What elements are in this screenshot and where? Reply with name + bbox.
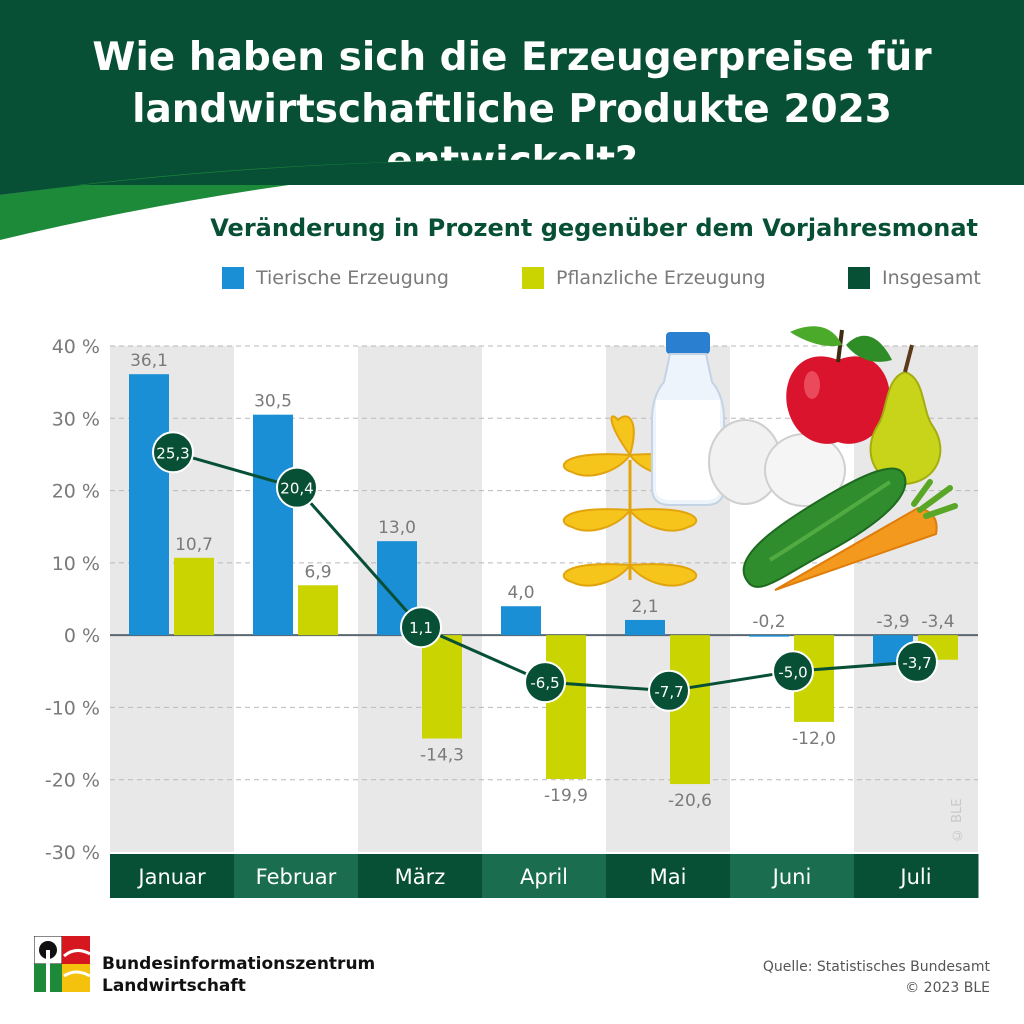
bar-tierische — [749, 635, 789, 637]
bar-pflanzliche — [546, 635, 586, 779]
insgesamt-marker — [152, 431, 194, 474]
insgesamt-label: 25,3 — [156, 444, 189, 462]
cucumber-icon — [742, 467, 907, 588]
bar-label-tierische: 2,1 — [631, 597, 658, 617]
bar-label-tierische: 4,0 — [507, 583, 534, 603]
x-band-cell — [482, 854, 607, 898]
copyright-text: © 2023 BLE — [905, 980, 990, 996]
bar-label-pflanzliche: 6,9 — [304, 562, 331, 582]
insgesamt-marker — [276, 466, 318, 509]
bar-labels: 36,1 10,7 30,5 6,9 13,0 -14,3 4,0 -19,9 2,1 -20,6… — [130, 351, 955, 811]
bar-label-tierische: 30,5 — [254, 392, 292, 412]
x-band-cell — [110, 854, 235, 898]
bar-label-pflanzliche: -12,0 — [792, 729, 836, 749]
y-tick-label: -10 % — [45, 697, 100, 719]
bar-label-tierische: 36,1 — [130, 351, 168, 371]
column-band — [110, 346, 234, 852]
y-tick-label: 30 % — [52, 408, 100, 430]
x-tick-label: Januar — [136, 865, 206, 889]
x-tick-label: März — [395, 865, 446, 889]
bar-label-tierische: 13,0 — [378, 518, 416, 538]
bar-label-pflanzliche: -3,4 — [921, 612, 954, 632]
bar-tierische — [501, 606, 541, 636]
bars — [129, 374, 958, 785]
x-band-cell — [606, 854, 731, 898]
insgesamt-marker — [896, 640, 938, 683]
x-band-cell — [854, 854, 979, 898]
bar-label-pflanzliche: 10,7 — [175, 535, 213, 555]
bar-label-pflanzliche: -19,9 — [544, 786, 588, 806]
bar-label-pflanzliche: -14,3 — [420, 746, 464, 766]
organization-name: Bundesinformationszentrum Landwirtschaft — [102, 953, 375, 997]
bar-tierische — [253, 414, 293, 636]
insgesamt-marker — [648, 669, 690, 712]
bar-label-tierische: -0,2 — [752, 612, 785, 632]
y-tick-label: -20 % — [45, 770, 100, 792]
y-tick-label: -30 % — [45, 842, 100, 864]
watermark: © BLE — [950, 798, 965, 842]
food-illustration — [562, 326, 958, 591]
bar-pflanzliche — [298, 585, 338, 636]
legend-swatch — [222, 267, 244, 289]
org-line-2: Landwirtschaft — [102, 976, 246, 996]
apple-icon — [786, 326, 892, 444]
insgesamt-label: -7,7 — [654, 683, 683, 701]
header-band — [0, 0, 1024, 185]
insgesamt-label: -6,5 — [530, 674, 559, 692]
source-text: Quelle: Statistisches Bundesamt — [762, 959, 990, 975]
insgesamt-label: -5,0 — [778, 663, 807, 681]
chart-legend: Tierische Erzeugung Pflanzliche Erzeugun… — [0, 260, 1024, 296]
wheat-icon — [562, 415, 698, 587]
bar-label-tierische: -3,9 — [876, 612, 909, 632]
y-tick-label: 40 % — [52, 336, 100, 358]
title-line-1: Wie haben sich die Erzeugerpreise für — [92, 35, 932, 80]
x-tick-label: Juni — [771, 865, 812, 889]
insgesamt-label: 1,1 — [409, 619, 433, 637]
swoosh-decoration — [0, 159, 1024, 250]
source-note: Quelle: Statistisches Bundesamt © 2023 B… — [763, 957, 990, 999]
x-tick-label: Februar — [256, 865, 337, 889]
legend-label: Tierische Erzeugung — [256, 267, 449, 289]
x-tick-label: Juli — [898, 865, 931, 889]
column-band — [358, 346, 482, 852]
legend-label: Insgesamt — [882, 267, 981, 289]
y-axis: 40 % 30 % 20 % 10 % 0 % -10 % -20 % -30 % — [45, 336, 100, 864]
org-line-1: Bundesinformationszentrum — [102, 954, 376, 974]
bar-tierische — [129, 374, 169, 636]
legend-label: Pflanzliche Erzeugung — [556, 267, 766, 289]
legend-item-insgesamt: Insgesamt — [848, 260, 981, 296]
eggs-icon — [708, 419, 846, 507]
y-tick-label: 10 % — [52, 553, 100, 575]
chart-subtitle: Veränderung in Prozent gegenüber dem Vor… — [210, 214, 978, 242]
x-axis: Januar Februar März April Mai Juni Juli — [110, 854, 979, 898]
x-tick-label: Mai — [650, 865, 687, 889]
milk-bottle-icon — [651, 332, 725, 506]
carrot-icon — [774, 479, 958, 591]
x-band-cell — [358, 854, 483, 898]
insgesamt-marker — [772, 650, 814, 693]
bar-tierische — [625, 619, 665, 636]
insgesamt-label: 20,4 — [280, 480, 313, 498]
legend-swatch — [522, 267, 544, 289]
bar-label-pflanzliche: -20,6 — [668, 791, 712, 811]
legend-swatch — [848, 267, 870, 289]
insgesamt-line: 25,3 20,4 1,1 -6,5 -7,7 -5,0 -3,7 — [152, 431, 938, 712]
bar-pflanzliche — [422, 635, 462, 739]
page-title: Wie haben sich die Erzeugerpreise für la… — [0, 32, 1024, 188]
bar-line-chart: 36,1 10,7 30,5 6,9 13,0 -14,3 4,0 -19,9 2,1 -20,6… — [45, 326, 979, 898]
insgesamt-marker — [524, 661, 566, 704]
insgesamt-label: -3,7 — [902, 654, 931, 672]
bar-pflanzliche — [174, 557, 214, 636]
ble-logo-icon — [34, 936, 90, 992]
x-tick-label: April — [520, 865, 568, 889]
legend-item-pflanzliche: Pflanzliche Erzeugung — [522, 260, 766, 296]
x-band-cell — [730, 854, 855, 898]
legend-item-tierische: Tierische Erzeugung — [222, 260, 449, 296]
insgesamt-marker — [400, 606, 442, 649]
x-band-cell — [234, 854, 359, 898]
y-tick-label: 20 % — [52, 481, 100, 503]
y-tick-label: 0 % — [64, 625, 100, 647]
